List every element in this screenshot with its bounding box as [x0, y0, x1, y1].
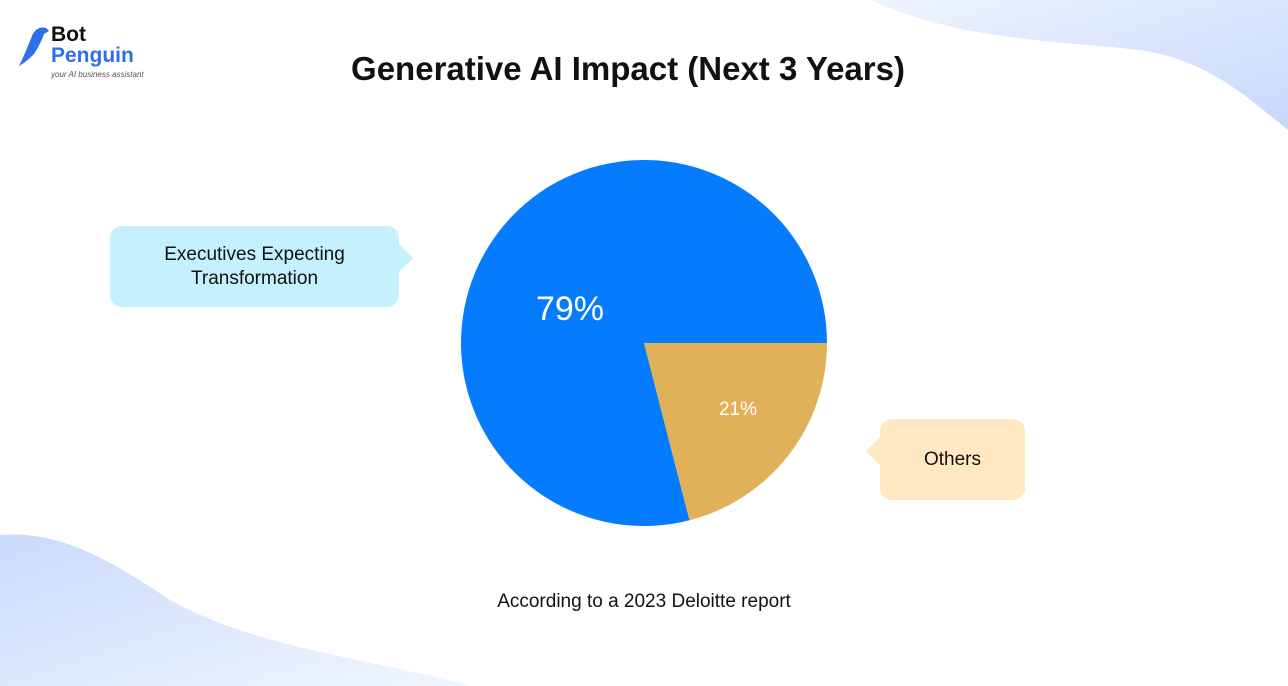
penguin-icon	[19, 27, 49, 66]
chart-title: Generative AI Impact (Next 3 Years)	[351, 50, 905, 87]
callout-pointer	[399, 244, 413, 272]
pie-slice-label-0: 79%	[536, 290, 604, 328]
callout-label: Executives Expecting Transformation	[164, 243, 345, 289]
callout-executives: Executives Expecting Transformation	[110, 226, 399, 307]
callout-label: Others	[923, 448, 982, 470]
brand-tagline: your AI business assistant	[51, 70, 144, 79]
brand-line2: Penguin	[51, 44, 134, 67]
botpenguin-logo: Bot Penguin your AI business assistant	[18, 24, 148, 84]
pie-slice-label-1: 21%	[719, 399, 757, 420]
pie-slice-1	[644, 343, 827, 521]
callout-pointer	[866, 437, 880, 465]
brand-line1: Bot	[51, 23, 86, 46]
callout-others: Others	[880, 419, 1025, 500]
source-note: According to a 2023 Deloitte report	[497, 591, 791, 612]
